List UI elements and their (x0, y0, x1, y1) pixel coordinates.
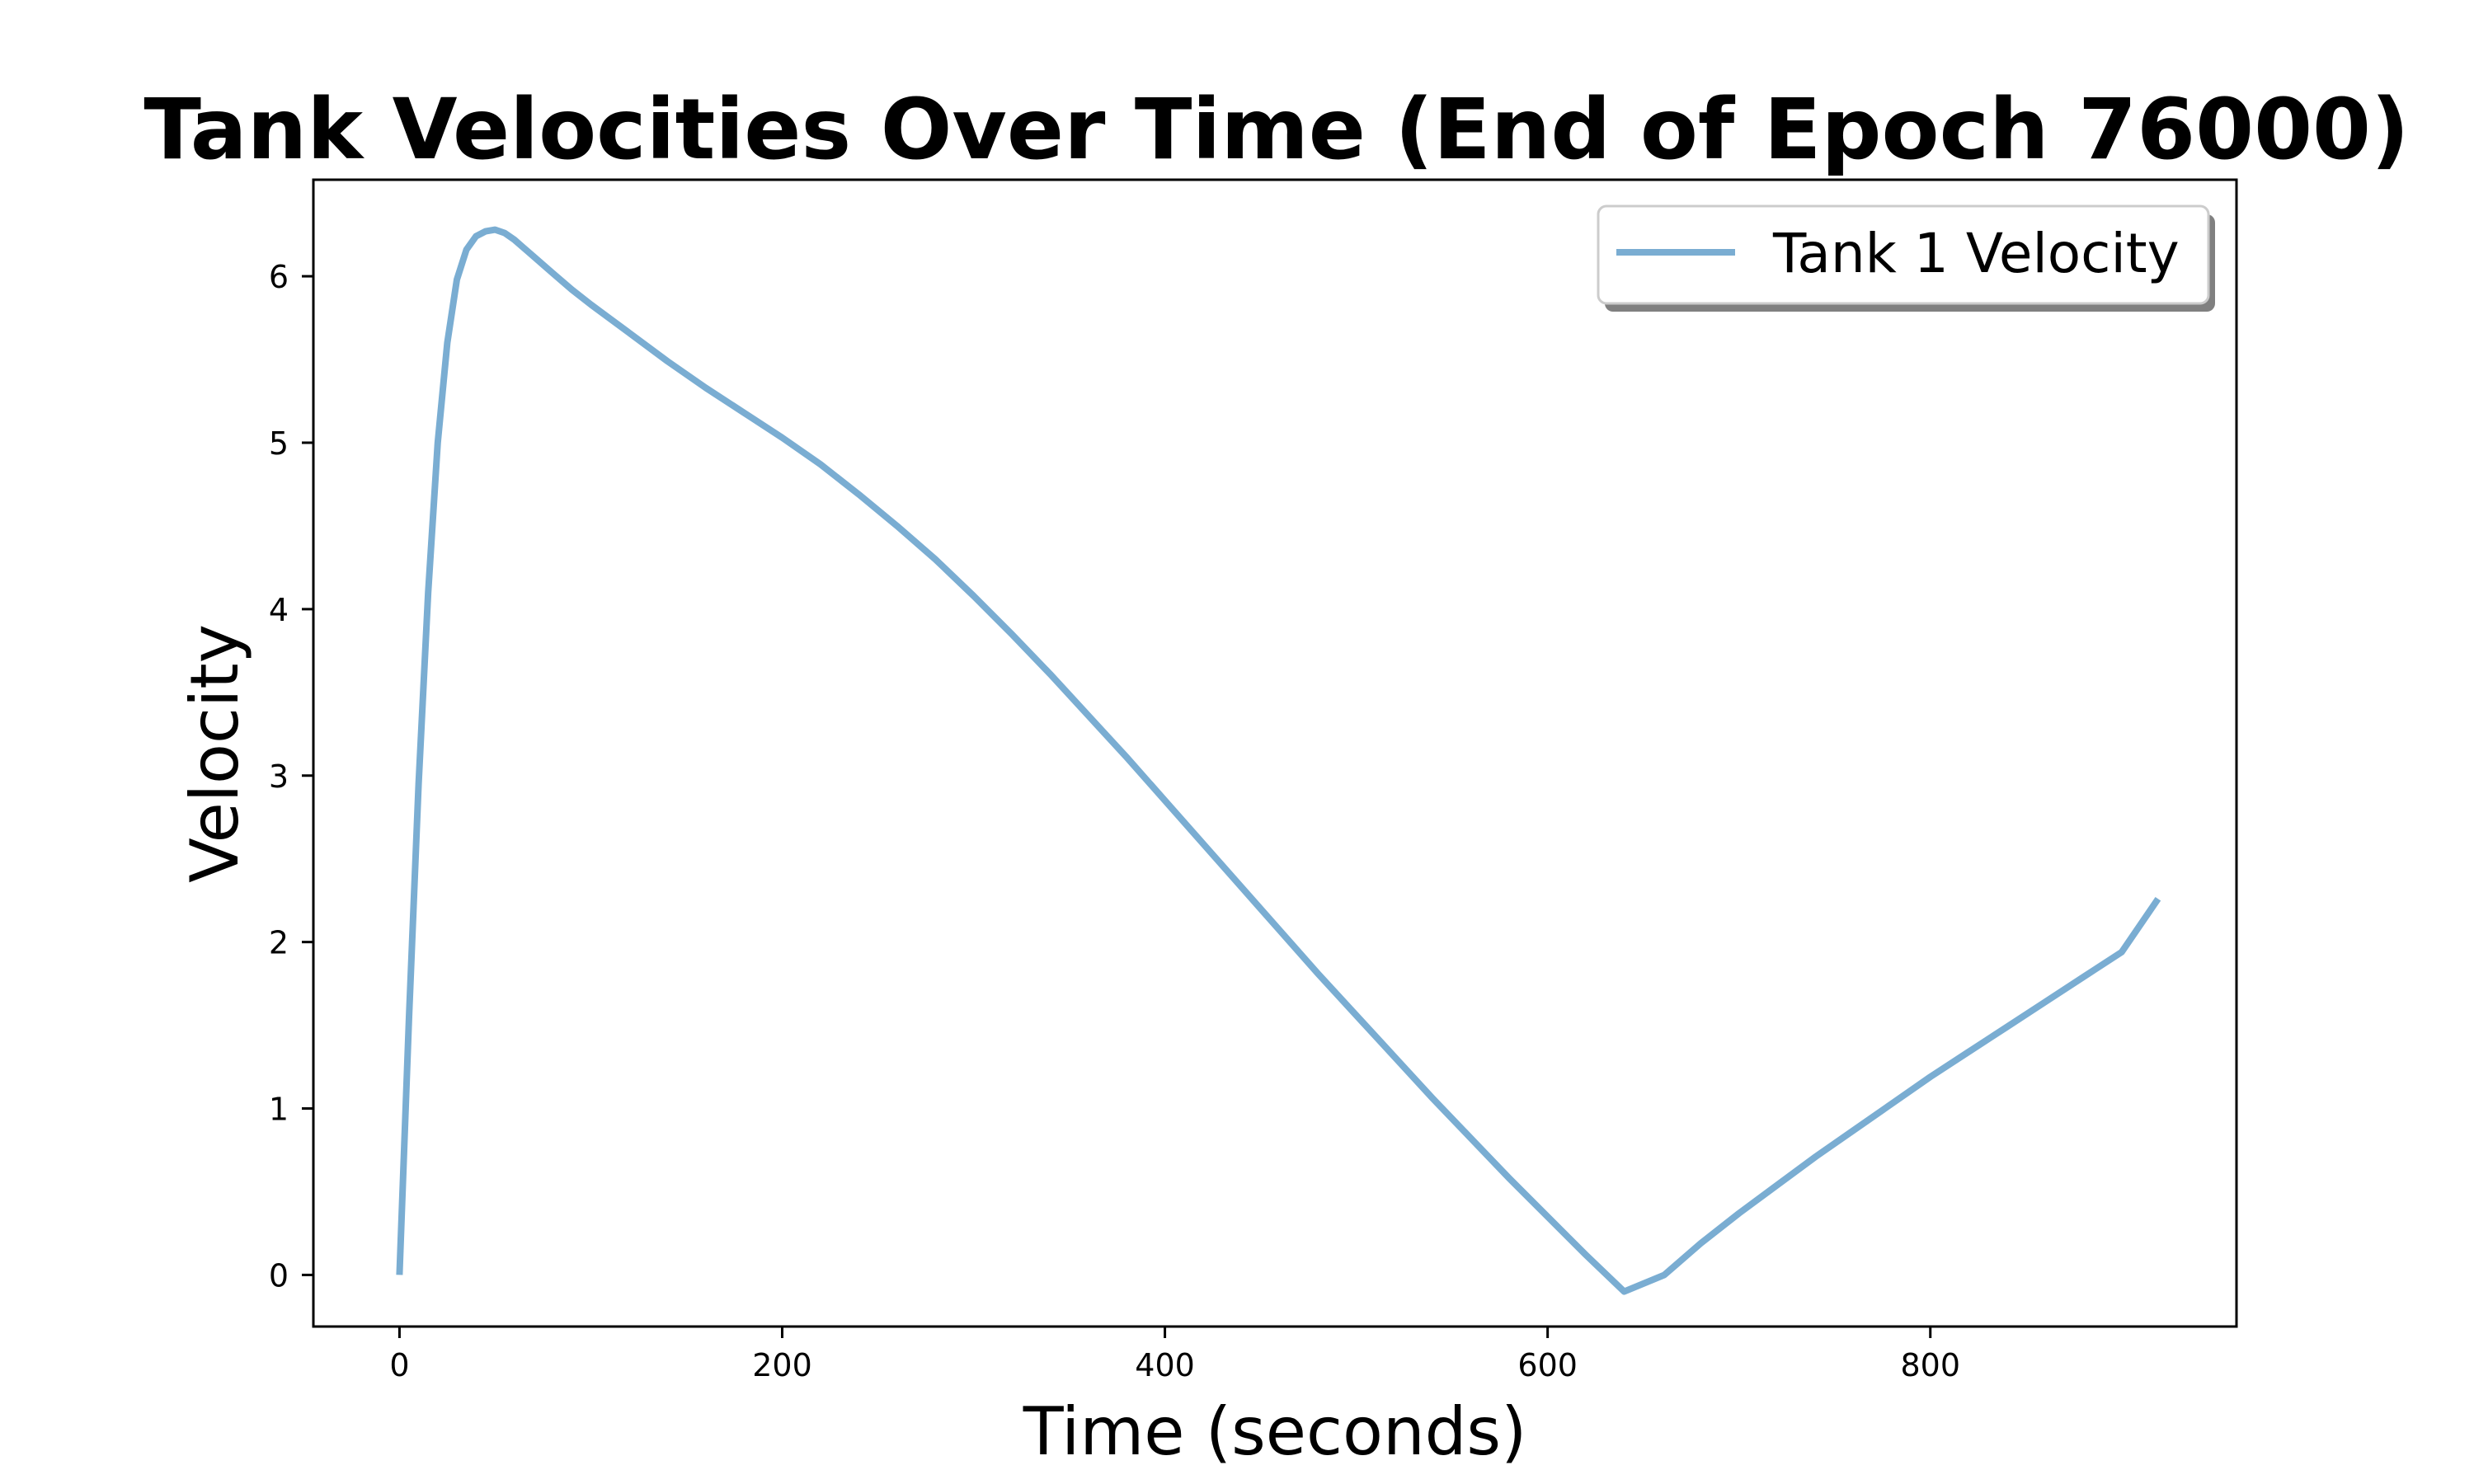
legend-label-tank-1-velocity: Tank 1 Velocity (1772, 222, 2180, 285)
series-line-tank-1-velocity (396, 226, 2161, 1295)
x-axis: 0 200 400 600 800 (389, 1327, 1960, 1383)
y-tick-label: 3 (269, 758, 289, 795)
x-tick-label: 600 (1517, 1347, 1578, 1383)
x-tick-label: 800 (1900, 1347, 1960, 1383)
y-tick-label: 6 (269, 259, 289, 295)
legend: Tank 1 Velocity (1597, 204, 2215, 312)
y-tick-label: 2 (269, 925, 289, 961)
y-tick-label: 1 (269, 1092, 289, 1128)
x-tick-label: 200 (752, 1347, 812, 1383)
chart-title: Tank Velocities Over Time (End of Epoch … (143, 81, 2409, 179)
y-tick-label: 0 (269, 1257, 289, 1294)
y-axis-label: Velocity (176, 624, 253, 883)
plot-area (312, 178, 2238, 1328)
y-tick-label: 4 (269, 592, 289, 628)
y-axis: 0 1 2 3 4 5 6 (269, 259, 313, 1294)
legend-box (1597, 204, 2210, 305)
y-tick-label: 5 (269, 425, 289, 462)
x-tick-label: 0 (389, 1347, 409, 1383)
x-tick-label: 400 (1135, 1347, 1195, 1383)
x-axis-label: Time (seconds) (1023, 1393, 1527, 1470)
